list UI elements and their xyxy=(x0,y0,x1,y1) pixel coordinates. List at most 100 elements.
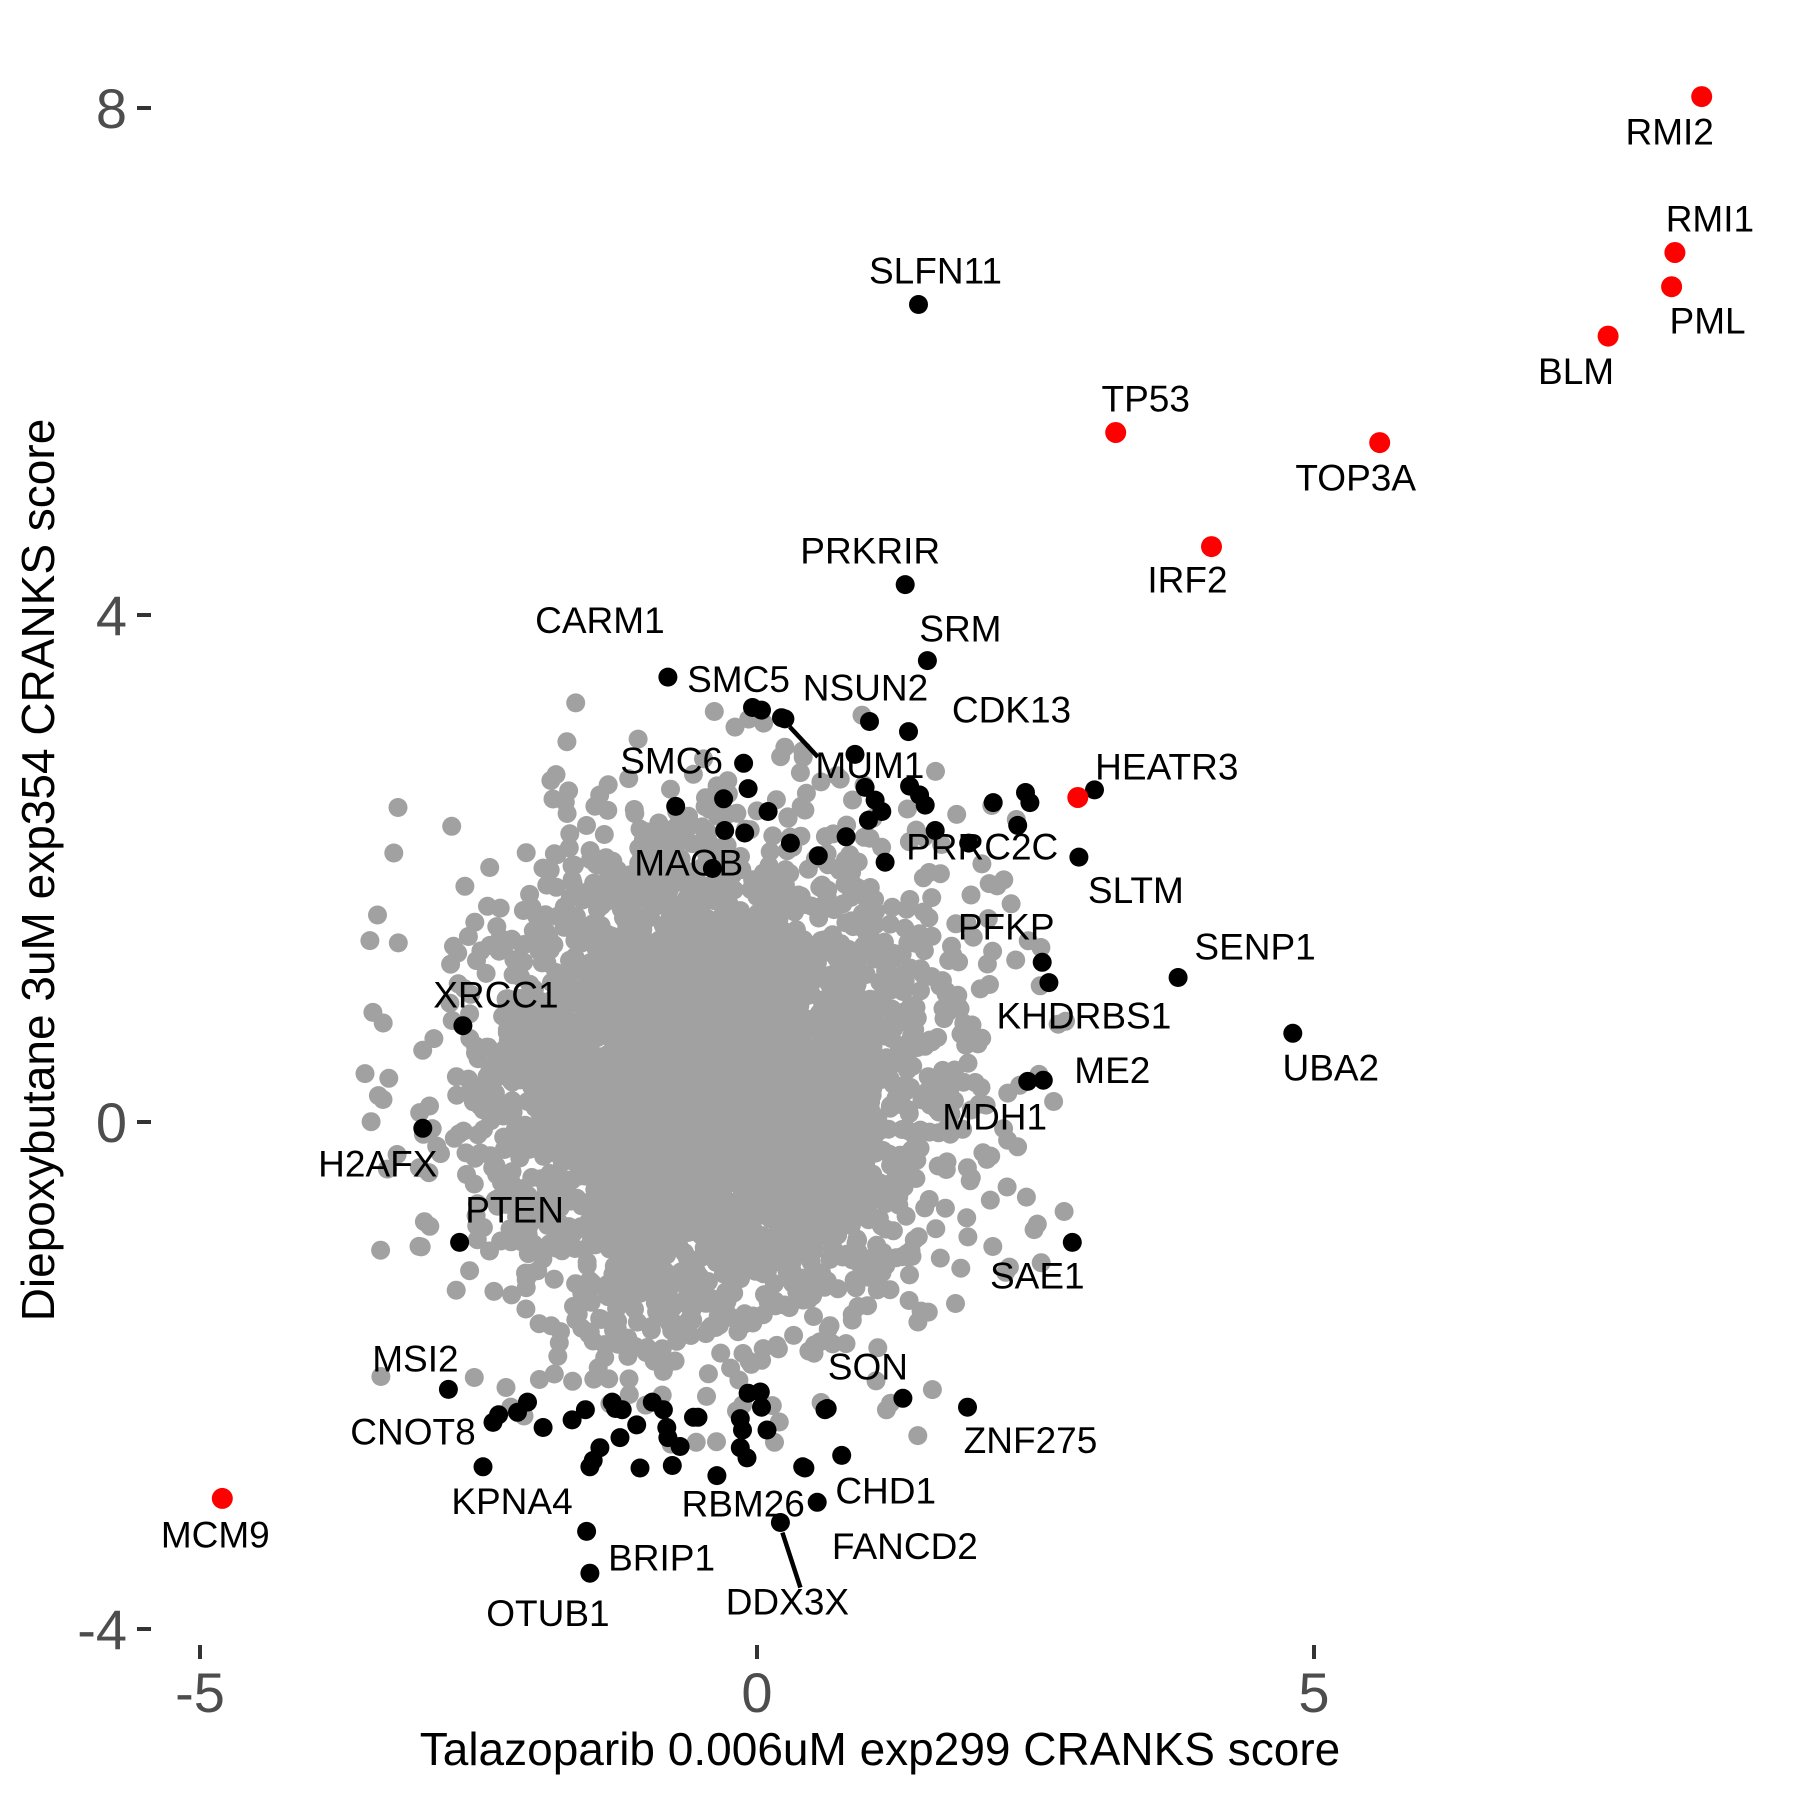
cloud-point xyxy=(409,1158,429,1178)
cloud-point xyxy=(839,940,859,959)
cloud-point xyxy=(873,1067,893,1087)
cloud-point xyxy=(770,932,790,952)
cloud-point xyxy=(961,1168,981,1188)
gene-point-MAOB xyxy=(715,821,735,840)
cloud-point xyxy=(480,1241,499,1261)
cloud-point xyxy=(667,852,687,872)
cloud-point xyxy=(494,1106,514,1126)
cloud-point xyxy=(592,987,612,1007)
black-point xyxy=(836,827,856,847)
cloud-point xyxy=(519,1216,539,1236)
cloud-point xyxy=(631,848,651,868)
gene-label-SLTM: SLTM xyxy=(1088,870,1184,911)
cloud-point xyxy=(611,1191,631,1211)
cloud-point xyxy=(899,1291,919,1310)
cloud-point xyxy=(377,1159,397,1179)
cloud-point xyxy=(777,976,797,996)
cloud-point xyxy=(1016,1187,1036,1207)
cloud-point xyxy=(821,1096,841,1115)
gene-label-PRKRIR: PRKRIR xyxy=(800,531,940,572)
cloud-point xyxy=(698,1272,718,1292)
cloud-point xyxy=(619,1369,639,1389)
cloud-point xyxy=(838,1170,858,1190)
cloud-point xyxy=(848,1297,868,1316)
cloud-point xyxy=(752,944,772,964)
cloud-point xyxy=(911,981,930,1001)
gene-label-UBA2: UBA2 xyxy=(1282,1047,1379,1088)
cloud-point xyxy=(611,992,631,1012)
cloud-point xyxy=(675,1129,695,1149)
cloud-point xyxy=(666,1211,686,1231)
cloud-point xyxy=(819,967,839,987)
cloud-point xyxy=(633,1051,653,1071)
cloud-point xyxy=(471,941,491,961)
cloud-point xyxy=(496,1378,516,1397)
black-point xyxy=(688,1407,708,1427)
gene-point-HEATR3 xyxy=(1067,787,1089,808)
cloud-point xyxy=(614,1223,634,1243)
gene-point-TP53 xyxy=(1105,422,1127,443)
gene-label-NSUN2: NSUN2 xyxy=(803,668,928,709)
cloud-point xyxy=(780,863,800,883)
cloud-point xyxy=(565,947,585,967)
cloud-point xyxy=(566,914,585,934)
cloud-point xyxy=(716,1034,736,1054)
cloud-point xyxy=(883,1221,903,1241)
cloud-point xyxy=(724,880,744,900)
cloud-point xyxy=(812,1135,832,1155)
black-point xyxy=(707,1466,727,1486)
gene-point-SAE1 xyxy=(1062,1232,1082,1252)
gene-point-SLTM xyxy=(1069,847,1089,867)
cloud-point xyxy=(544,1364,564,1384)
gene-point-RMI1 xyxy=(1664,242,1686,263)
cloud-point xyxy=(473,1218,493,1237)
cloud-point xyxy=(363,1002,383,1022)
cloud-point xyxy=(637,1338,657,1357)
black-point xyxy=(562,1410,582,1430)
gene-label-TP53: TP53 xyxy=(1101,379,1189,420)
cloud-point xyxy=(895,918,915,938)
cloud-point xyxy=(896,1081,916,1101)
cloud-point xyxy=(704,702,724,721)
cloud-point xyxy=(849,1097,869,1117)
x-tick-label: -5 xyxy=(175,1661,225,1724)
gene-point-ZNF275 xyxy=(958,1397,977,1417)
gene-point-SRM xyxy=(917,651,937,671)
cloud-point xyxy=(464,1174,484,1194)
cloud-point xyxy=(533,1249,553,1269)
cloud-point xyxy=(997,1177,1017,1197)
cloud-point xyxy=(546,877,566,897)
black-point xyxy=(750,1382,770,1402)
gene-point-DDX3X xyxy=(770,1513,790,1532)
cloud-point xyxy=(918,1067,938,1087)
cloud-point xyxy=(795,1238,815,1258)
cloud-point xyxy=(745,1036,765,1056)
cloud-point xyxy=(456,1143,476,1163)
cloud-point xyxy=(1001,894,1021,914)
cloud-point xyxy=(804,1307,823,1326)
cloud-point xyxy=(624,800,644,819)
gene-label-CARM1: CARM1 xyxy=(535,600,665,641)
cloud-point xyxy=(827,766,847,786)
cloud-point xyxy=(854,827,874,847)
cloud-point xyxy=(538,1215,558,1235)
cloud-point xyxy=(641,1149,660,1169)
gene-label-PRRC2C: PRRC2C xyxy=(906,827,1058,868)
cloud-point xyxy=(683,764,703,784)
cloud-point xyxy=(440,993,460,1013)
cloud-point xyxy=(747,919,767,939)
cloud-point xyxy=(766,1193,786,1213)
cloud-point xyxy=(735,967,755,987)
cloud-point xyxy=(371,1240,391,1260)
cloud-point xyxy=(660,919,680,939)
cloud-point xyxy=(368,905,387,925)
cloud-point xyxy=(610,1059,630,1079)
cloud-point xyxy=(994,870,1014,890)
cloud-point xyxy=(938,1076,958,1096)
cloud-point xyxy=(898,1247,918,1267)
cloud-point xyxy=(852,904,872,923)
cloud-point xyxy=(823,1334,843,1354)
cloud-point xyxy=(947,804,967,824)
gene-point-PRRC2C xyxy=(983,793,1003,813)
gene-point-NSUN2 xyxy=(860,712,879,731)
